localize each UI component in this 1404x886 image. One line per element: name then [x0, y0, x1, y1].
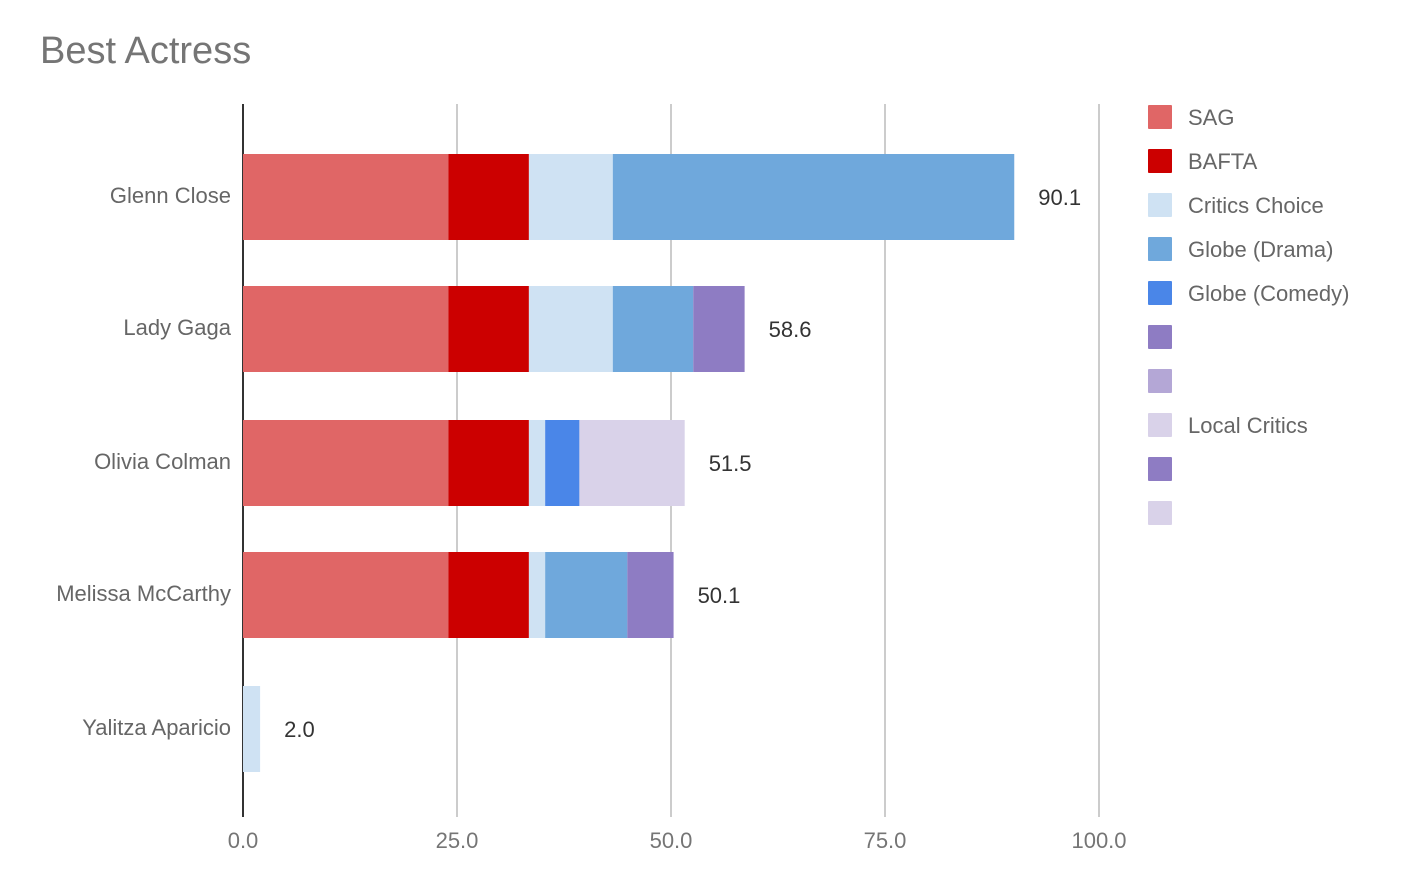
bar-segment[interactable] — [627, 552, 674, 638]
legend-label[interactable]: Globe (Comedy) — [1188, 281, 1349, 306]
category-label: Glenn Close — [110, 183, 231, 208]
bar-segment[interactable] — [693, 286, 745, 372]
total-labels: 90.1 58.6 51.5 50.1 2.0 — [284, 185, 1081, 742]
chart-title: Best Actress — [40, 30, 252, 72]
x-tick-label: 0.0 — [228, 828, 259, 853]
legend-label[interactable]: Local Critics — [1188, 413, 1308, 438]
bar-segment[interactable] — [243, 686, 261, 772]
bar-segment[interactable] — [528, 154, 613, 240]
legend-swatch[interactable] — [1148, 369, 1172, 393]
x-tick-label: 50.0 — [650, 828, 693, 853]
total-label: 51.5 — [709, 451, 752, 476]
bar-segment[interactable] — [528, 286, 613, 372]
total-label: 90.1 — [1038, 185, 1081, 210]
total-label: 2.0 — [284, 717, 315, 742]
bar-segment[interactable] — [579, 420, 685, 506]
bar-segment[interactable] — [243, 552, 449, 638]
bar-segment[interactable] — [448, 552, 529, 638]
category-label: Lady Gaga — [123, 315, 231, 340]
category-labels: Glenn Close Lady Gaga Olivia Colman Melissa… — [56, 183, 232, 740]
total-label: 58.6 — [769, 317, 812, 342]
x-tick-label: 75.0 — [864, 828, 907, 853]
legend-label[interactable]: Critics Choice — [1188, 193, 1324, 218]
legend[interactable]: SAG BAFTA Critics Choice Globe (Drama) Globe… — [1148, 105, 1349, 525]
legend-swatch[interactable] — [1148, 237, 1172, 261]
legend-swatch[interactable] — [1148, 193, 1172, 217]
x-tick-label: 100.0 — [1071, 828, 1126, 853]
legend-label[interactable]: SAG — [1188, 105, 1234, 130]
bar-segment[interactable] — [448, 154, 529, 240]
legend-swatch[interactable] — [1148, 281, 1172, 305]
bar-segment[interactable] — [612, 286, 694, 372]
bar-segment[interactable] — [528, 420, 546, 506]
legend-label[interactable]: BAFTA — [1188, 149, 1258, 174]
bar-segment[interactable] — [528, 552, 546, 638]
x-tick-label: 25.0 — [436, 828, 479, 853]
legend-swatch[interactable] — [1148, 149, 1172, 173]
legend-swatch[interactable] — [1148, 413, 1172, 437]
bar-segment[interactable] — [448, 420, 529, 506]
bar-segment[interactable] — [612, 154, 1015, 240]
bar-segment[interactable] — [243, 154, 449, 240]
category-label: Olivia Colman — [94, 449, 231, 474]
legend-swatch[interactable] — [1148, 501, 1172, 525]
legend-swatch[interactable] — [1148, 457, 1172, 481]
total-label: 50.1 — [698, 583, 741, 608]
category-label: Yalitza Aparicio — [82, 715, 231, 740]
bar-segment[interactable] — [545, 552, 628, 638]
legend-swatch[interactable] — [1148, 325, 1172, 349]
category-label: Melissa McCarthy — [56, 581, 231, 606]
bar-segment[interactable] — [243, 420, 449, 506]
x-axis-ticks: 0.0 25.0 50.0 75.0 100.0 — [228, 828, 1127, 853]
legend-label[interactable]: Globe (Drama) — [1188, 237, 1333, 262]
bars-group — [243, 154, 1015, 772]
bar-segment[interactable] — [448, 286, 529, 372]
bar-segment[interactable] — [243, 286, 449, 372]
bar-segment[interactable] — [545, 420, 580, 506]
legend-swatch[interactable] — [1148, 105, 1172, 129]
